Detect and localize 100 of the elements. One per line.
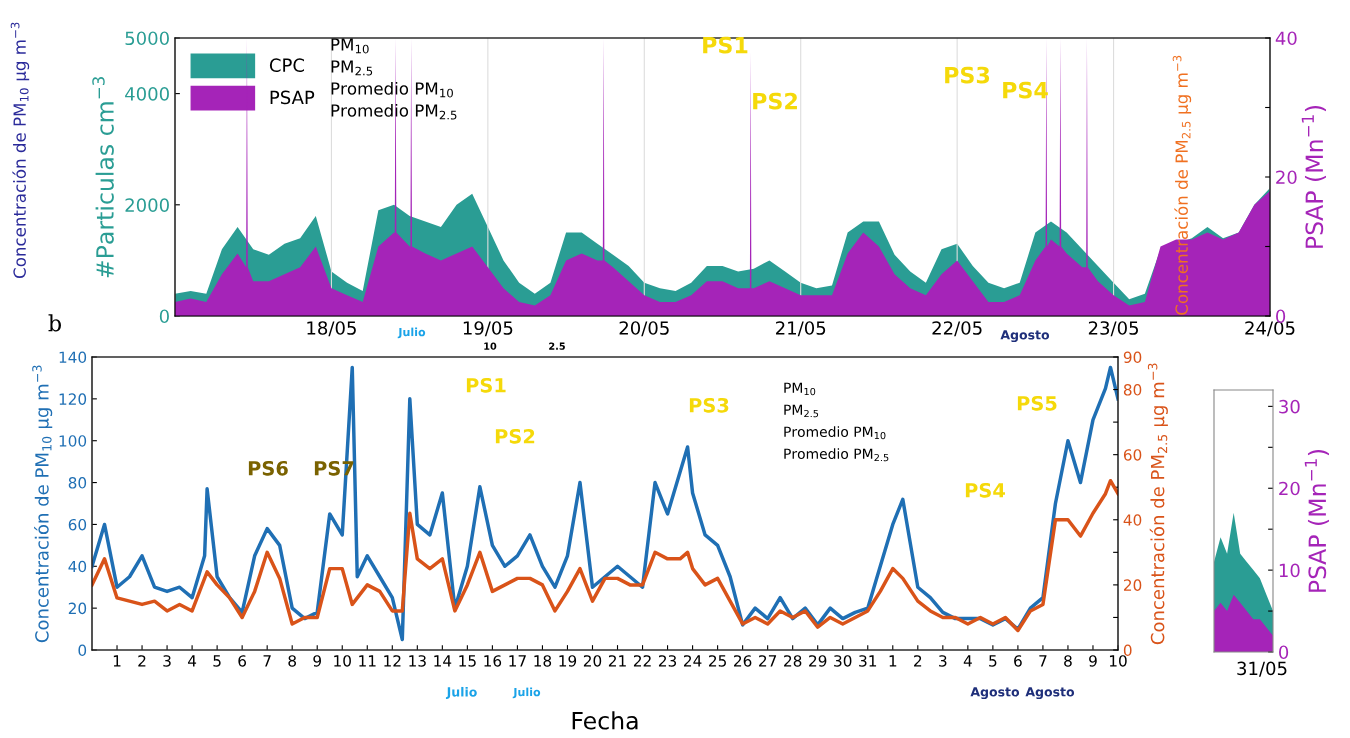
text: 2.5	[549, 342, 565, 350]
x-tick-label: 10	[334, 655, 351, 667]
y-tick-label: 40	[68, 560, 87, 573]
y2-axis-title: PSAP (Mn$^{−1}$)	[1301, 105, 1326, 248]
annotation: PS5	[1017, 395, 1057, 411]
x-tick-label: 21/05	[776, 321, 826, 337]
y-axis-title: PSAP (Mn$^{−1}$)	[1304, 449, 1329, 592]
annotation: Promedio PM$_{2.5}$	[784, 448, 889, 462]
y-axis-title: Concentración de PM$_{10}$ µg m$^{−3}$	[10, 22, 30, 278]
x-tick-label: 5	[213, 655, 221, 667]
y2-tick-label: 90	[1123, 351, 1142, 364]
x-tick-label: 9	[1089, 655, 1097, 667]
annotation: PS4	[965, 482, 1005, 498]
x-tick-label: 23	[658, 655, 677, 667]
x-tick-label: 27	[759, 655, 777, 667]
y-tick-label: 60	[68, 518, 87, 531]
x-tick-label: 13	[409, 655, 426, 667]
text: Concentración de PM$_{10}$ µg m$^{−3}$	[32, 365, 53, 643]
x-tick-label: 26	[734, 655, 752, 667]
x-tick-label: 8	[288, 655, 297, 667]
x-tick-label: 30	[834, 655, 852, 667]
y-tick-label: 0	[159, 309, 169, 324]
x-tick-label: 3	[939, 655, 947, 667]
x-tick-label: 20/05	[619, 321, 669, 337]
x-tick-label: 5	[989, 655, 997, 667]
legend-label: PSAP	[270, 90, 315, 105]
annotation: PS3	[689, 397, 729, 413]
y-tick-label: 2000	[125, 198, 169, 212]
x-tick-label: 4	[963, 655, 972, 667]
x-tick-label: 24	[683, 655, 702, 667]
x-tick-label: 2	[138, 655, 146, 667]
x-tick-label: 18/05	[307, 321, 356, 337]
y2-tick-label: 40	[1123, 514, 1142, 526]
annotation: PM$_{2.5}$	[784, 404, 819, 418]
x-tick-label: 10	[1109, 655, 1127, 667]
x-tick-label: 2	[914, 655, 922, 667]
y-tick-label: 0	[78, 644, 87, 657]
y-tick-label: 20	[1279, 481, 1300, 496]
text: Agosto	[970, 687, 1020, 700]
annotation: PS1	[466, 377, 506, 393]
x-tick-label: 18	[534, 655, 552, 667]
annotation: PS1	[703, 36, 748, 54]
y-tick-label: 0	[1279, 645, 1289, 660]
text: 10	[484, 342, 497, 350]
x-tick-label: 21	[608, 655, 626, 667]
annotation: PS2	[753, 92, 797, 110]
annotation: PS4	[1003, 81, 1048, 99]
x-tick-label: 19/05	[463, 321, 513, 337]
annotation: PM$_{10}$	[784, 382, 816, 396]
x-tick-label: 12	[384, 655, 401, 667]
x-tick-label: 31	[859, 655, 877, 667]
x-tick-label: 16	[484, 655, 502, 667]
x-tick-label: 23/05	[1088, 321, 1139, 337]
y-axis-title: #Particulas cm$^{−3}$	[92, 77, 114, 278]
x-tick-label: 19	[559, 655, 577, 667]
text: Concentración de PM$_{2.5}$ µg m$^{−3}$	[1147, 363, 1168, 645]
x-tick-label: 22/05	[932, 321, 982, 337]
y-tick-label: 120	[59, 393, 87, 405]
y-tick-label: 140	[59, 351, 87, 364]
x-tick-label: 22	[633, 655, 651, 667]
annotation: PM$_{10}$	[331, 38, 369, 54]
annotation: 2.5	[1181, 121, 1191, 139]
x-tick-label: 6	[238, 655, 247, 667]
annotation: PM$_{2.5}$	[331, 60, 373, 76]
y-tick-label: 10	[1279, 563, 1300, 578]
x-tick-label: 29	[809, 655, 827, 667]
x-axis-title: Fecha	[572, 711, 638, 730]
y-tick-label: 4000	[125, 87, 169, 101]
x-tick-label: 25	[709, 655, 726, 667]
x-tick-label: 15	[459, 655, 476, 667]
annotation: Promedio PM$_{2.5}$	[331, 103, 457, 120]
annotation: PS3	[945, 66, 990, 84]
annotation: PS2	[495, 428, 535, 444]
text: 31/05	[1237, 661, 1287, 677]
text: Julio	[397, 327, 426, 339]
y-tick-label: 80	[68, 477, 87, 489]
annotation: Promedio PM$_{10}$	[331, 81, 453, 98]
y-tick-label: 100	[59, 435, 87, 447]
y-tick-label: 5000	[125, 31, 169, 46]
legend-label: CPC	[269, 58, 305, 73]
x-tick-label: 28	[784, 655, 802, 667]
x-tick-label: 3	[163, 655, 171, 667]
x-tick-label: 1	[113, 655, 121, 667]
text: b	[48, 314, 61, 332]
x-tick-label: 24/05	[1245, 321, 1295, 337]
x-tick-label: 8	[1064, 655, 1072, 667]
text: Agosto	[1025, 687, 1075, 700]
y-tick-label: 30	[1279, 399, 1300, 414]
annotation: PS6	[248, 460, 288, 476]
x-tick-label: 6	[1014, 655, 1022, 667]
annotation: Promedio PM$_{10}$	[784, 426, 886, 440]
text: Agosto	[1000, 330, 1050, 343]
x-tick-label: 14	[434, 655, 452, 667]
x-tick-label: 7	[1039, 655, 1047, 667]
x-tick-label: 20	[583, 655, 602, 667]
text: Julio	[445, 686, 477, 699]
y2-tick-label: 60	[1123, 449, 1142, 461]
x-tick-label: 7	[263, 655, 271, 667]
y2-tick-label: 20	[1123, 579, 1142, 591]
y2-tick-label: 80	[1123, 384, 1142, 396]
